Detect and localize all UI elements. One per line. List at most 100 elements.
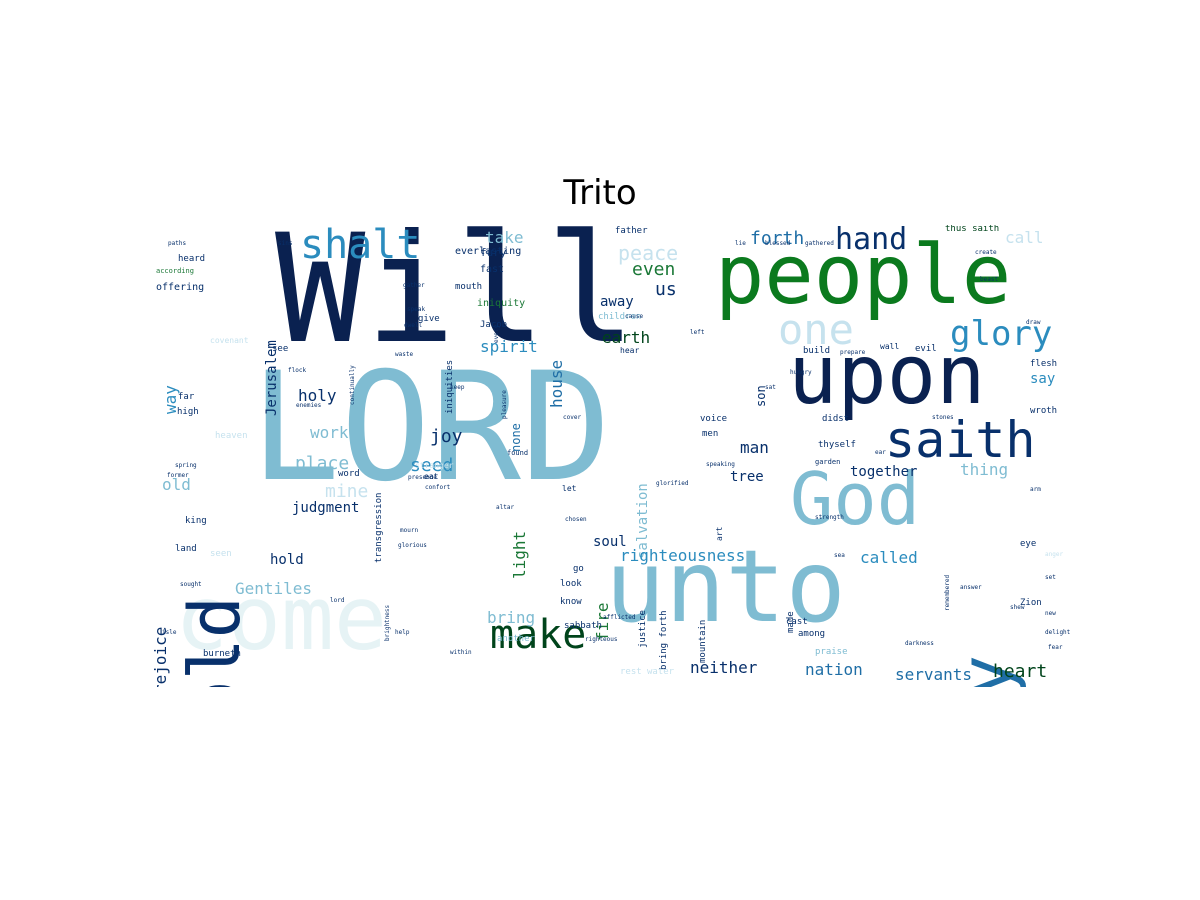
- cloud-word-beast: beast: [980, 276, 999, 283]
- cloud-word-shalt: shalt: [300, 225, 421, 268]
- cloud-word-didst: didst: [822, 414, 850, 424]
- cloud-word-men: men: [702, 429, 719, 439]
- cloud-word-servants: servants: [895, 665, 973, 684]
- cloud-word-called: called: [860, 548, 918, 567]
- cloud-word-us: us: [655, 279, 677, 300]
- cloud-word-zion: Zion: [1020, 598, 1042, 608]
- cloud-word-bring: bring: [487, 608, 536, 627]
- cloud-word-garden: garden: [815, 458, 841, 466]
- cloud-word-wall: wall: [880, 342, 900, 351]
- cloud-word-art: art: [715, 526, 724, 542]
- cloud-word-brightness: brightness: [384, 604, 391, 641]
- cloud-word-tree: tree: [730, 469, 764, 485]
- cloud-word-found: found: [507, 449, 529, 457]
- cloud-word-seed: seed: [410, 455, 454, 476]
- cloud-word-keep: keep: [450, 384, 465, 391]
- cloud-word-thyself: thyself: [818, 440, 856, 450]
- cloud-word-work: work: [310, 423, 349, 442]
- cloud-word-upon: upon: [788, 328, 986, 423]
- cloud-word-covenant: covenant: [210, 336, 249, 345]
- cloud-word-spring: spring: [175, 462, 197, 469]
- cloud-word-stranger: stranger: [415, 461, 454, 470]
- cloud-word-mine: mine: [325, 481, 369, 502]
- cloud-word-arm: arm: [1030, 486, 1041, 493]
- cloud-word-forth: forth: [750, 228, 805, 249]
- cloud-word-will: Will: [275, 225, 637, 377]
- cloud-word-righteous: righteous: [585, 636, 618, 643]
- cloud-word-old: old: [162, 475, 191, 494]
- cloud-word-sabbath: sabbath: [564, 621, 602, 631]
- cloud-word-land: land: [175, 544, 197, 554]
- cloud-word-light: light: [510, 530, 529, 579]
- cloud-word-among: among: [798, 629, 826, 639]
- cloud-word-according: according: [156, 267, 194, 275]
- cloud-word-say: say: [1030, 371, 1056, 387]
- cloud-word-prepare: prepare: [840, 349, 866, 356]
- cloud-word-speaking: speaking: [706, 461, 735, 468]
- cloud-word-king: king: [185, 516, 207, 526]
- cloud-word-earth: earth: [602, 328, 651, 347]
- cloud-word-cast: cast: [786, 617, 808, 627]
- cloud-word-sins: sins: [278, 240, 293, 247]
- cloud-word-pleasure: pleasure: [501, 389, 508, 419]
- cloud-word-offering: offering: [156, 282, 205, 293]
- cloud-word-glorified: glorified: [656, 480, 689, 487]
- cloud-word-jacob: Jacob: [480, 320, 508, 330]
- cloud-word-fear: fear: [1048, 644, 1063, 651]
- cloud-word-lord: LORD: [250, 341, 612, 515]
- cloud-word-even: even: [632, 259, 676, 280]
- cloud-word-glory: glory: [950, 314, 1053, 354]
- cloud-word-unto: unto: [605, 528, 846, 645]
- cloud-word-heaven: heaven: [215, 431, 248, 441]
- cloud-word-take: take: [485, 228, 524, 247]
- cloud-word-thing: thing: [960, 460, 1009, 479]
- cloud-word-ear: ear: [875, 449, 886, 456]
- cloud-word-sat: sat: [765, 384, 776, 391]
- cloud-word-mourn: mourn: [400, 527, 419, 534]
- cloud-word-know: know: [560, 597, 582, 607]
- cloud-word-altar: altar: [496, 504, 515, 511]
- cloud-word-delight: delight: [1045, 629, 1071, 636]
- cloud-word-justice: justice: [638, 609, 648, 648]
- cloud-word-children: children: [598, 312, 642, 322]
- cloud-word-lie: lie: [735, 240, 746, 247]
- cloud-word-set: set: [1045, 574, 1056, 581]
- cloud-word-hungry: hungry: [790, 369, 812, 376]
- cloud-word-flesh: flesh: [1030, 359, 1058, 369]
- cloud-word-afflicted: afflicted: [603, 614, 636, 621]
- cloud-word-place: place: [295, 453, 350, 474]
- cloud-word-neither: neither: [690, 658, 758, 677]
- cloud-word-help: help: [395, 629, 410, 636]
- cloud-word-high: high: [177, 407, 199, 417]
- cloud-word-left: left: [690, 329, 705, 336]
- cloud-word-joy: joy: [430, 426, 463, 447]
- cloud-word-darkness: darkness: [905, 640, 934, 647]
- cloud-word-bring-forth: bring forth: [659, 610, 669, 671]
- cloud-word-hear: hear: [620, 346, 640, 355]
- cloud-word-fury: fury: [480, 246, 507, 259]
- cloud-word-voice: voice: [700, 414, 728, 424]
- cloud-word-righteousness: righteousness: [620, 546, 746, 565]
- cloud-word-cover: cover: [563, 414, 582, 421]
- cloud-word-everlasting: everlasting: [455, 246, 522, 257]
- cloud-word-see: see: [272, 344, 289, 354]
- cloud-word-sea: sea: [834, 552, 845, 559]
- cloud-word-hold: hold: [270, 552, 304, 568]
- cloud-word-waste: waste: [395, 351, 414, 358]
- cloud-word-thus-saith: thus saith: [945, 225, 1000, 234]
- cloud-word-lord: lord: [330, 597, 345, 604]
- cloud-word-eye: eye: [1020, 539, 1037, 549]
- cloud-word-house: house: [547, 359, 566, 408]
- cloud-word-go: go: [573, 564, 584, 574]
- cloud-word-mountain: mountain: [698, 619, 708, 664]
- cloud-word-none: none: [509, 422, 523, 452]
- cloud-word-hand: hand: [835, 225, 908, 257]
- cloud-word-transgression: transgression: [374, 492, 384, 564]
- cloud-word-chosen: chosen: [565, 516, 587, 523]
- cloud-word-gathered: gathered: [805, 240, 834, 247]
- cloud-word-father: father: [615, 226, 648, 236]
- cloud-word-saith: saith: [885, 411, 1036, 469]
- cloud-word-holy: holy: [298, 386, 337, 405]
- cloud-word-another: another: [497, 634, 535, 644]
- cloud-word-man: man: [740, 438, 769, 457]
